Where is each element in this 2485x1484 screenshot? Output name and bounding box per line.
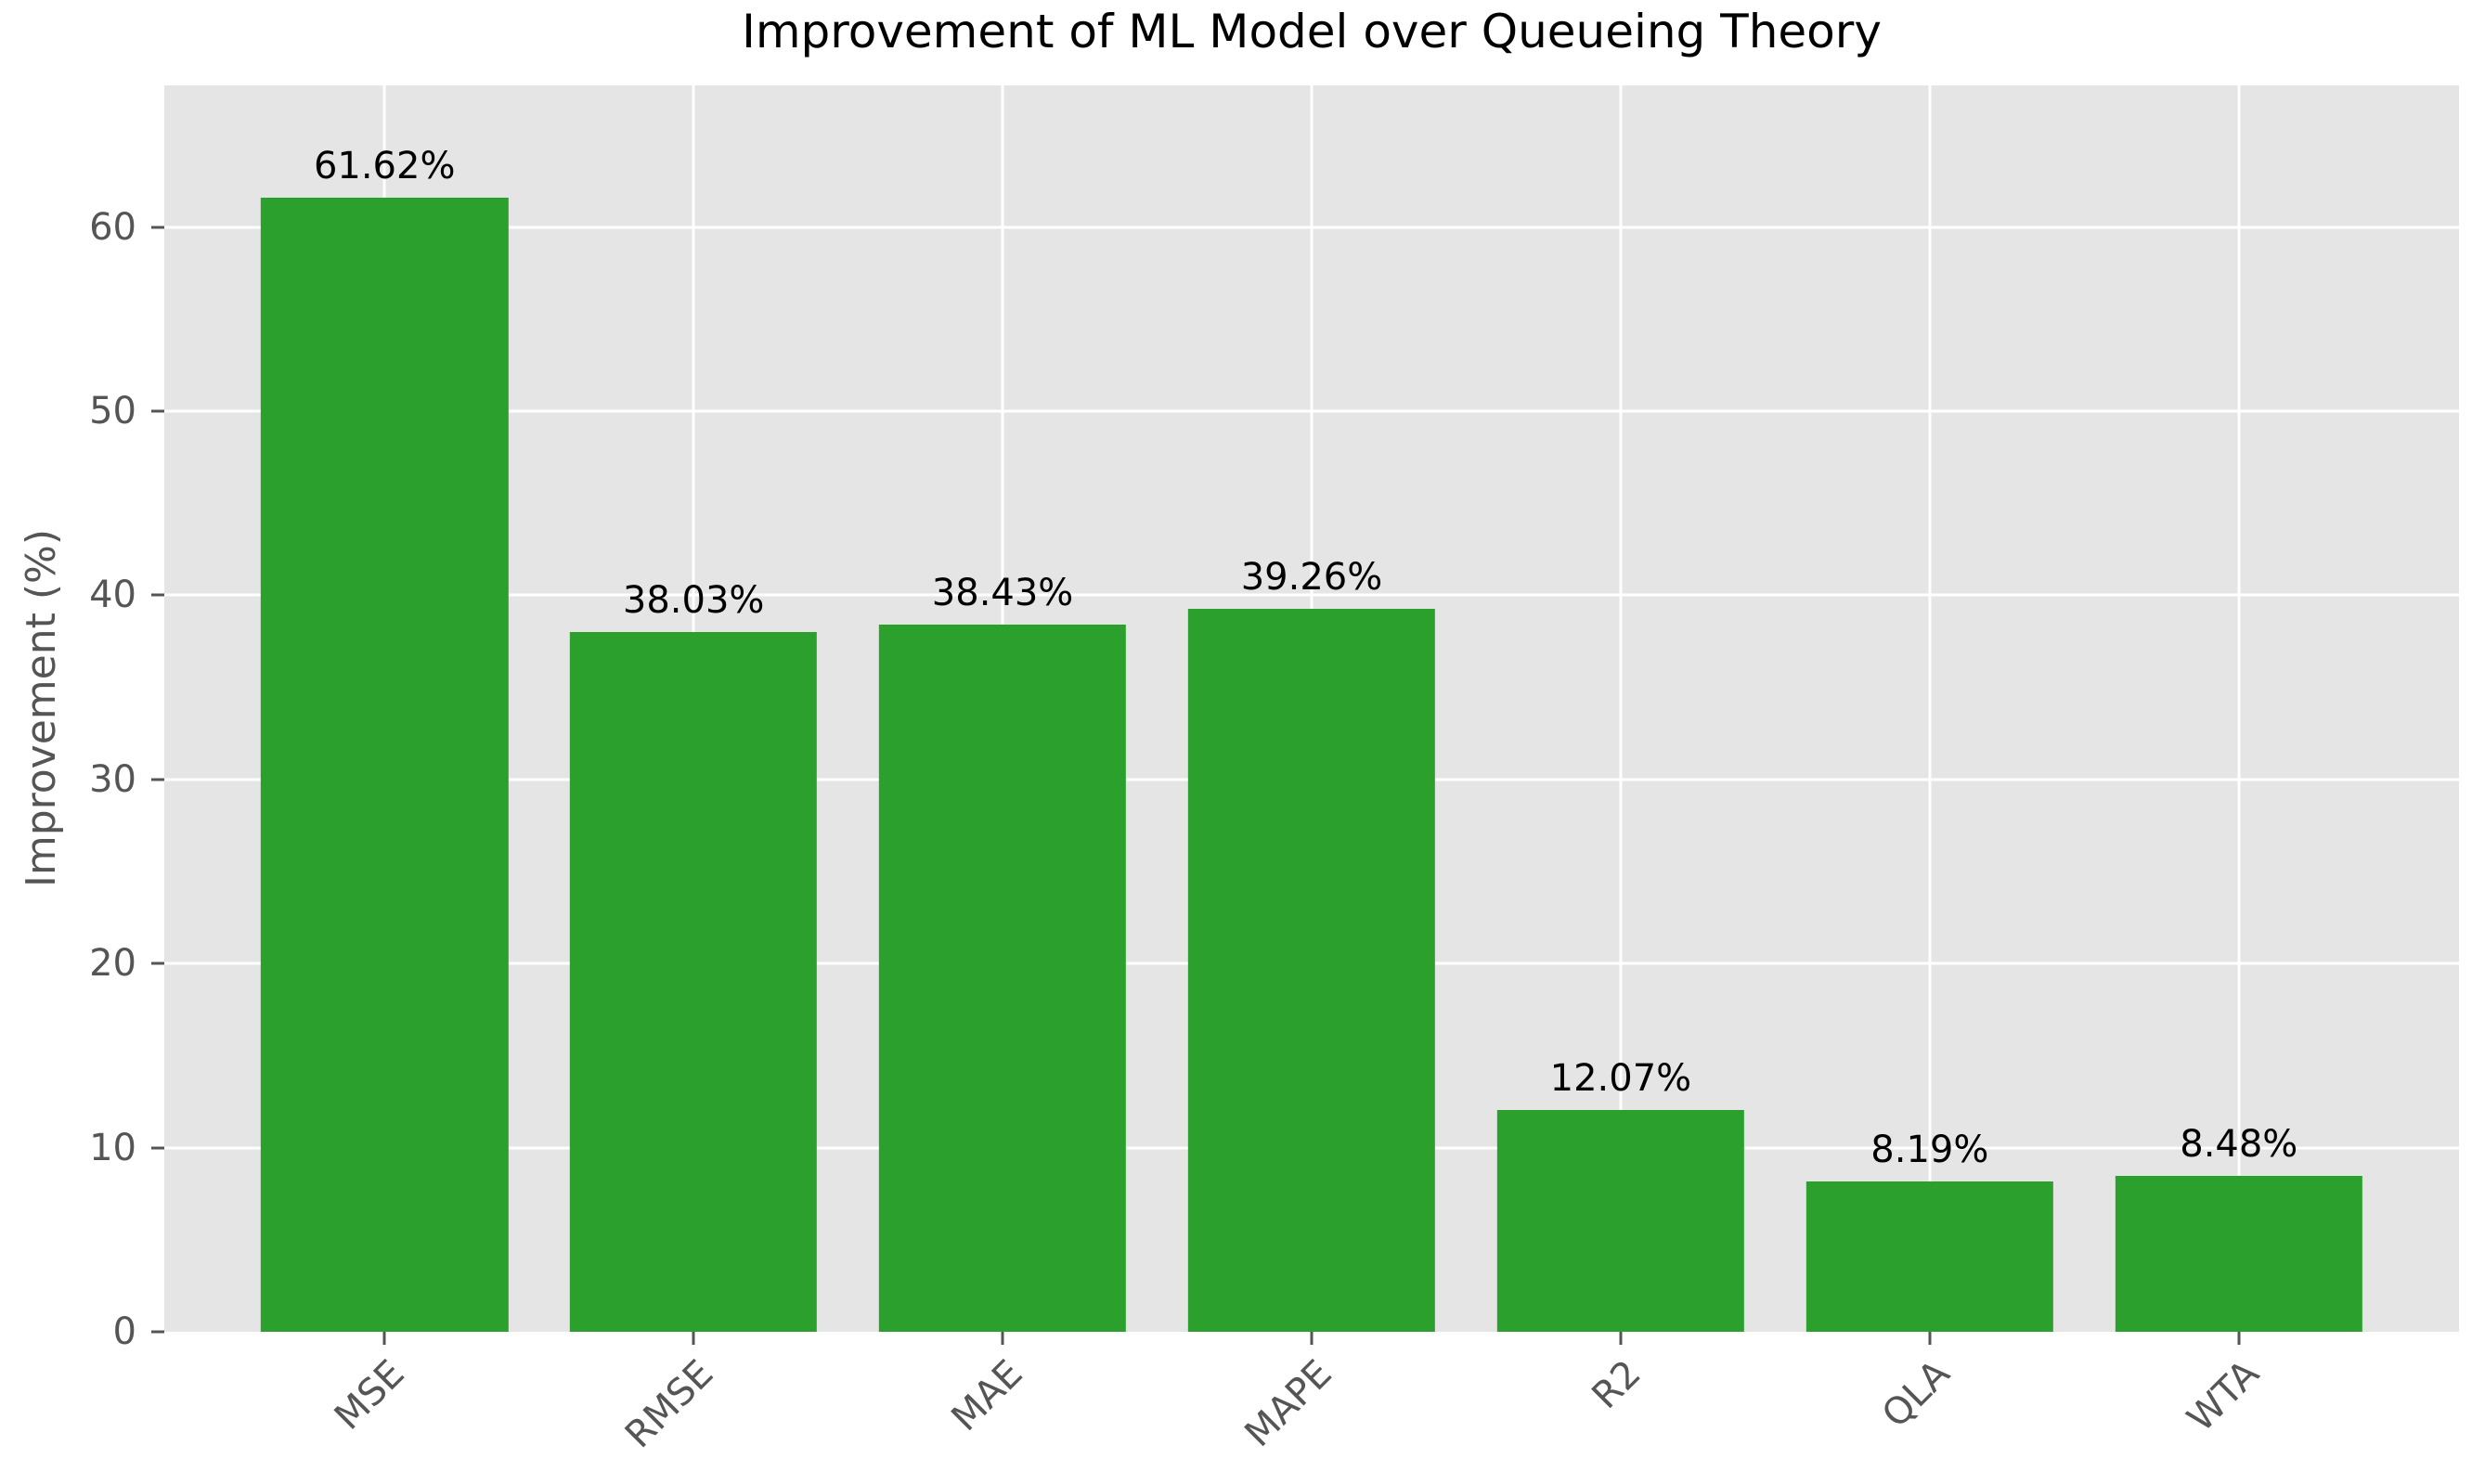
- bar-value-label: 39.26%: [1240, 556, 1383, 600]
- y-tick-label: 30: [89, 757, 136, 801]
- y-tick-mark: [151, 1146, 164, 1150]
- x-tick-mark: [1928, 1332, 1932, 1345]
- x-tick-mark: [1310, 1332, 1314, 1345]
- x-tick-label: WTA: [2179, 1351, 2268, 1440]
- x-tick-label: QLA: [1873, 1351, 1959, 1437]
- plot-area: 0 10 20 30 40 50 60 61.62% MSE 38.03% RMSE 38.43% MA…: [89, 85, 2459, 1456]
- y-axis-label-container: Improvement (%): [13, 85, 69, 1332]
- gridline-vertical: [1619, 85, 1623, 1332]
- x-tick-label: R2: [1584, 1351, 1650, 1418]
- bar: [1496, 1109, 1745, 1332]
- bar: [1806, 1181, 2054, 1332]
- y-tick-mark: [151, 961, 164, 965]
- y-tick-mark: [151, 593, 164, 597]
- x-tick-mark: [692, 1332, 695, 1345]
- y-tick-mark: [151, 409, 164, 413]
- bar-value-label: 8.19%: [1870, 1128, 1989, 1171]
- bar: [878, 624, 1127, 1332]
- gridline-vertical: [2237, 85, 2241, 1332]
- bar: [261, 197, 509, 1332]
- x-tick-label: MSE: [326, 1351, 413, 1439]
- x-tick-label: RMSE: [617, 1351, 722, 1457]
- y-tick-label: 50: [89, 390, 136, 433]
- chart-title: Improvement of ML Model over Queueing Th…: [742, 5, 1882, 58]
- y-tick-mark: [151, 1330, 164, 1334]
- bar: [569, 631, 818, 1332]
- bar-value-label: 38.03%: [622, 578, 765, 622]
- x-tick-label: MAE: [943, 1351, 1031, 1440]
- y-tick-label: 0: [112, 1310, 136, 1353]
- y-tick-label: 60: [89, 205, 136, 249]
- bar: [2115, 1175, 2362, 1332]
- bar-value-label: 8.48%: [2180, 1122, 2298, 1166]
- y-tick-mark: [151, 778, 164, 781]
- y-tick-mark: [151, 226, 164, 229]
- bar-value-label: 61.62%: [313, 144, 456, 187]
- y-tick-label: 40: [89, 574, 136, 617]
- y-tick-label: 20: [89, 942, 136, 986]
- x-tick-mark: [1619, 1332, 1623, 1345]
- x-tick-mark: [1001, 1332, 1004, 1345]
- gridline-vertical: [1928, 85, 1932, 1332]
- y-axis-label: Improvement (%): [17, 529, 65, 888]
- bar-value-label: 38.43%: [931, 571, 1074, 614]
- x-tick-mark: [382, 1332, 386, 1345]
- bar: [1187, 609, 1436, 1332]
- x-tick-label: MAPE: [1236, 1351, 1340, 1456]
- y-tick-label: 10: [89, 1126, 136, 1169]
- bar-value-label: 12.07%: [1549, 1056, 1692, 1100]
- x-tick-mark: [2237, 1332, 2241, 1345]
